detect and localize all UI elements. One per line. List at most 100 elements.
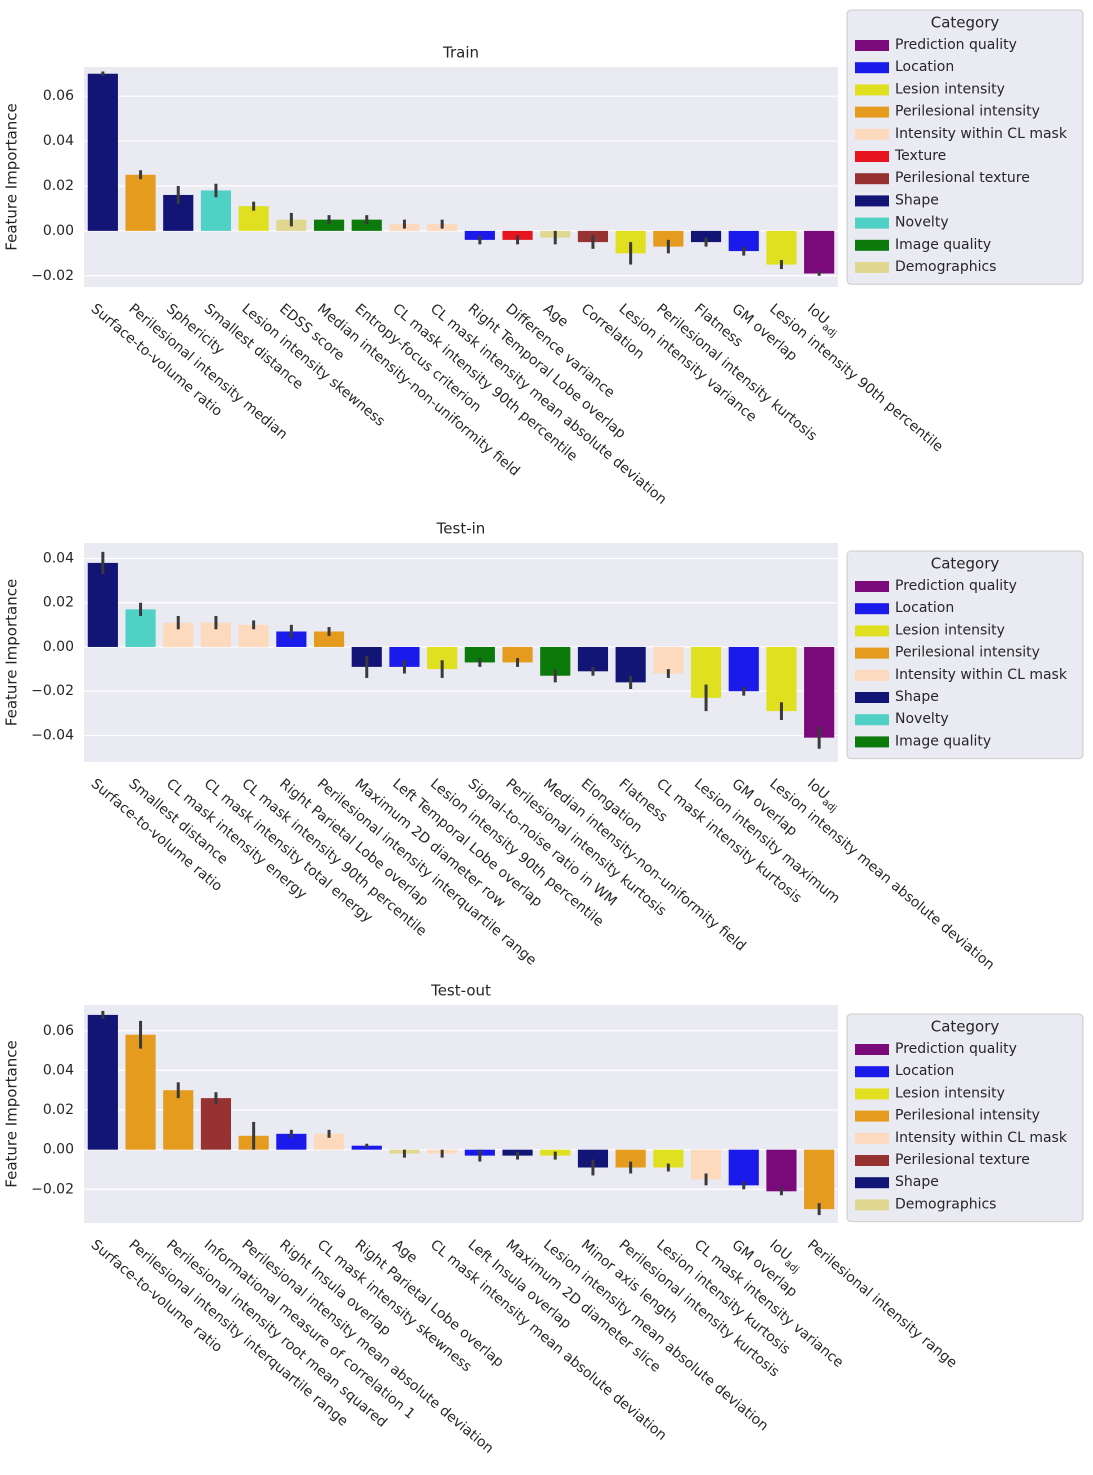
y-tick-label: 0.04 — [43, 550, 74, 566]
y-axis-label: Feature Importance — [3, 579, 21, 726]
legend-label: Lesion intensity — [895, 622, 1005, 638]
bar — [464, 646, 495, 663]
chart-title: Test-out — [430, 982, 491, 1000]
legend-swatch — [855, 581, 889, 592]
legend-label: Lesion intensity — [895, 81, 1005, 97]
legend-swatch — [855, 736, 889, 748]
legend-label: Demographics — [895, 1196, 996, 1212]
legend-swatch — [855, 1155, 889, 1166]
legend-swatch — [855, 603, 889, 615]
bar — [351, 219, 382, 231]
legend-swatch — [855, 714, 889, 726]
bar — [766, 646, 797, 712]
y-tick-label: 0.02 — [43, 595, 74, 611]
legend-swatch — [855, 106, 889, 118]
legend-label: Texture — [894, 148, 946, 164]
bar — [766, 1149, 797, 1192]
legend-swatch — [855, 217, 889, 229]
legend-swatch — [855, 1177, 889, 1189]
bar — [125, 174, 156, 231]
y-tick-label: 0.02 — [43, 178, 74, 194]
chart-title: Train — [442, 44, 479, 62]
bar — [804, 646, 835, 738]
y-tick-label: 0.02 — [43, 1102, 74, 1118]
legend-swatch — [855, 647, 889, 659]
y-tick-label: 0.00 — [43, 1142, 74, 1158]
legend-title: Category — [931, 14, 1000, 32]
bar — [804, 230, 835, 274]
legend-swatch — [855, 625, 889, 637]
bar — [87, 562, 118, 647]
y-tick-label: 0.00 — [43, 223, 74, 239]
legend-swatch — [855, 1044, 889, 1055]
legend-swatch — [855, 128, 889, 140]
legend-label: Lesion intensity — [895, 1085, 1005, 1101]
bar — [502, 646, 533, 663]
legend-swatch — [855, 173, 889, 185]
legend-swatch — [855, 1066, 889, 1078]
bar — [87, 73, 118, 231]
bar — [653, 1149, 684, 1168]
y-tick-label: 0.04 — [43, 133, 74, 149]
bar — [163, 1090, 194, 1150]
legend-label: Prediction quality — [895, 1041, 1017, 1057]
legend-label: Shape — [895, 1174, 939, 1190]
bar — [427, 646, 458, 670]
y-tick-label: 0.06 — [43, 1023, 74, 1039]
legend-box — [846, 1013, 1084, 1223]
legend-swatch — [855, 62, 889, 74]
legend-label: Location — [895, 600, 954, 616]
bar — [276, 1133, 307, 1150]
legend-swatch — [855, 1110, 889, 1122]
legend-label: Perilesional intensity — [895, 104, 1040, 120]
plot-background — [84, 67, 838, 287]
legend-box — [846, 550, 1084, 760]
bar — [87, 1014, 118, 1150]
legend-title: Category — [931, 555, 1000, 573]
bar — [766, 230, 797, 265]
legend-label: Image quality — [895, 733, 991, 749]
legend-label: Shape — [895, 689, 939, 705]
bar — [200, 1098, 232, 1150]
legend-swatch — [855, 692, 889, 703]
legend-box — [846, 9, 1084, 285]
legend-swatch — [855, 1088, 889, 1100]
y-tick-label: 0.00 — [43, 639, 74, 655]
bar — [238, 624, 269, 647]
y-tick-label: −0.02 — [31, 1181, 74, 1197]
legend-label: Perilesional intensity — [895, 1108, 1040, 1124]
legend-label: Perilesional intensity — [895, 645, 1040, 661]
bar — [615, 1149, 646, 1168]
x-tick-label: Lesion intensity 90th percentile — [766, 301, 946, 455]
bar — [125, 1034, 156, 1150]
legend-swatch — [855, 40, 889, 51]
legend-label: Location — [895, 1063, 954, 1079]
legend-label: Location — [895, 59, 954, 75]
legend-swatch — [855, 84, 889, 96]
y-tick-label: −0.02 — [31, 268, 74, 284]
legend-swatch — [855, 1199, 889, 1211]
legend-label: Intensity within CL mask — [895, 126, 1068, 142]
bar — [728, 230, 759, 252]
bar — [313, 631, 345, 647]
bar — [313, 219, 345, 231]
bar — [577, 1149, 609, 1168]
legend-label: Image quality — [895, 237, 991, 253]
legend-swatch — [855, 151, 889, 162]
y-axis-label: Feature Importance — [3, 1040, 21, 1187]
bar — [728, 1149, 759, 1186]
legend-swatch — [855, 239, 889, 251]
x-tick-label: Age — [389, 1237, 420, 1267]
plot-background — [84, 1005, 838, 1223]
bar — [276, 631, 307, 647]
legend-label: Demographics — [895, 259, 996, 275]
legend-label: Shape — [895, 192, 939, 208]
legend-title: Category — [931, 1018, 1000, 1036]
bar — [804, 1149, 835, 1210]
bar — [728, 646, 759, 692]
legend-label: Perilesional texture — [895, 170, 1030, 186]
x-tick-label: Age — [540, 301, 571, 331]
legend-swatch — [855, 669, 889, 681]
